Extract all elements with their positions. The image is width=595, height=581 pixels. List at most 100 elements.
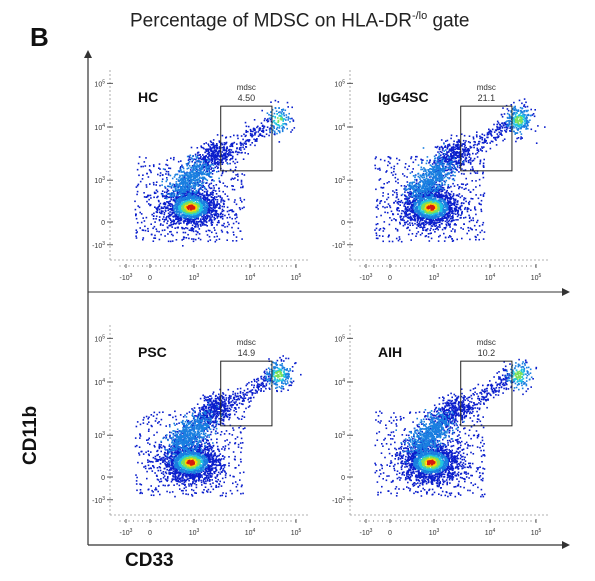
event-point [221,143,224,146]
event-point [274,99,277,102]
event-point [195,192,197,195]
event-point [375,234,378,237]
event-point [214,158,216,160]
event-point [205,218,208,221]
event-point [197,208,199,210]
event-point [194,187,197,190]
event-point [483,166,485,168]
event-point [456,169,458,172]
event-point [480,203,482,206]
event-point [135,237,138,239]
event-point [204,206,206,208]
event-point [449,196,452,198]
event-point [494,138,496,140]
event-point [158,216,161,218]
event-point [450,204,452,206]
event-point [172,199,175,202]
event-point [198,164,201,167]
event-point [447,145,449,148]
event-point [238,148,241,151]
event-point [467,141,470,143]
event-point [453,179,456,182]
y-tick-label: 103 [94,176,105,185]
event-point [198,205,201,208]
event-point [478,143,480,145]
event-point [171,220,173,223]
event-point [464,197,467,200]
event-point [501,122,503,125]
event-point [459,146,461,148]
event-point [205,165,207,167]
event-point [134,200,136,203]
event-point [206,174,208,176]
event-point [442,175,445,177]
event-point [530,108,532,111]
event-point [204,187,206,190]
event-point [452,215,454,218]
event-point [443,155,446,157]
event-point [192,238,195,240]
event-point [169,214,172,217]
event-point [212,143,215,145]
event-point [225,142,227,144]
event-point [396,157,398,160]
event-point [180,194,183,197]
event-point [170,222,172,224]
event-point [520,133,523,135]
event-point [253,138,255,141]
event-point [458,154,460,157]
event-point [482,142,485,144]
event-point [440,154,442,156]
event-point [442,160,444,162]
event-point [441,149,444,151]
event-point [455,157,458,160]
event-point [451,171,453,173]
event-point [458,171,460,173]
event-point [193,180,196,182]
event-point [187,183,189,185]
event-point [243,148,246,150]
event-point [178,196,180,198]
event-point [213,218,216,221]
event-point [202,154,204,156]
event-point [433,166,435,169]
event-point [506,108,509,110]
event-point [202,160,205,163]
event-point [409,222,411,224]
event-point [191,157,193,160]
event-point [482,194,485,196]
event-point [382,186,385,189]
event-point [524,106,527,108]
event-point [502,107,504,109]
event-point [213,157,216,159]
event-point [443,240,446,242]
event-point [167,209,169,212]
event-point [177,170,180,172]
event-point [179,197,181,199]
event-point [401,210,403,212]
event-point [190,229,193,232]
event-point [195,158,197,161]
event-point [146,195,149,198]
event-point [202,197,204,200]
event-point [443,217,446,219]
event-point [408,208,411,211]
event-point [437,226,439,228]
event-point [172,209,175,212]
event-point [406,191,409,194]
event-point [237,227,240,230]
event-point [259,133,262,135]
event-point [208,171,211,173]
event-point [142,174,144,176]
event-point [215,193,218,195]
event-point [149,203,152,206]
event-point [403,221,406,224]
event-point [496,123,498,126]
event-point [278,130,281,132]
event-point [202,176,204,179]
event-point [525,101,527,104]
event-point [478,178,481,181]
event-point [223,142,226,144]
event-point [272,120,275,122]
event-point [425,235,428,237]
